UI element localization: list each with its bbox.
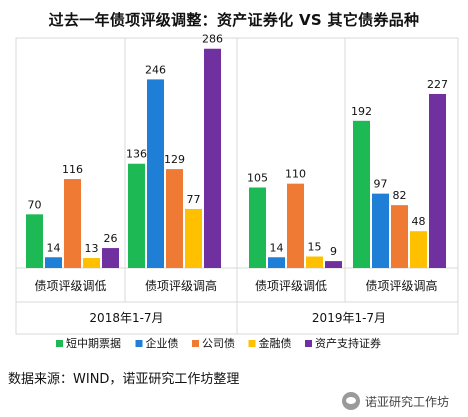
data-label: 15 (308, 241, 322, 254)
legend-label: 资产支持证券 (315, 336, 381, 350)
data-source-note: 数据来源：WIND，诺亚研究工作坊整理 (8, 372, 240, 387)
bar (353, 120, 370, 268)
period-label: 2018年1-7月 (89, 311, 163, 325)
legend-swatch (305, 340, 312, 347)
legend-label: 短中期票据 (66, 336, 121, 350)
data-label: 14 (47, 241, 61, 254)
legend-swatch (248, 340, 256, 347)
data-label: 286 (202, 33, 223, 46)
bar (147, 79, 164, 269)
bar (410, 231, 427, 268)
bar (83, 258, 100, 268)
bar (102, 248, 119, 268)
data-label: 110 (285, 168, 306, 181)
data-label: 129 (164, 153, 185, 166)
chart-title: 过去一年债项评级调整：资产证券化 VS 其它债券品种 (48, 11, 420, 29)
watermark-text: 诺亚研究工作坊 (365, 394, 450, 409)
category-label: 债项评级调高 (145, 278, 217, 293)
bar (249, 187, 266, 268)
data-label: 13 (85, 242, 99, 255)
bar (64, 179, 81, 268)
bar (306, 256, 323, 268)
bar (128, 163, 145, 268)
bar (429, 93, 446, 268)
bar (166, 169, 183, 268)
data-label: 227 (427, 78, 448, 91)
bar (287, 183, 304, 268)
data-label: 26 (104, 232, 118, 245)
bar-chart: 70 14 116 13 26 债项评级调低 136 246 129 77 286 债项评级调高 201… (15, 33, 459, 350)
legend-label: 金融债 (259, 336, 292, 350)
category-label: 债项评级调高 (365, 278, 437, 293)
legend-swatch (192, 340, 199, 347)
data-label: 136 (126, 148, 147, 161)
data-label: 105 (247, 172, 268, 185)
category-label: 债项评级调低 (34, 279, 106, 293)
data-label: 14 (270, 241, 284, 254)
legend-swatch (56, 340, 63, 347)
data-label: 246 (145, 63, 166, 76)
data-label: 82 (393, 189, 407, 202)
data-label: 116 (62, 163, 83, 176)
bar (185, 208, 202, 268)
data-label: 9 (330, 245, 337, 258)
watermark: 诺亚研究工作坊 (342, 392, 449, 410)
period-label: 2019年1-7月 (312, 311, 386, 325)
data-label: 97 (374, 178, 388, 191)
wechat-logo-icon (342, 392, 360, 410)
bar (204, 48, 221, 268)
bar (45, 257, 62, 268)
bar (268, 257, 285, 268)
bar (372, 193, 389, 268)
category-label: 债项评级调低 (255, 279, 327, 293)
data-label: 70 (28, 198, 42, 211)
bar (391, 205, 408, 268)
data-label: 192 (351, 105, 372, 118)
bar (325, 261, 342, 268)
legend-label: 企业债 (146, 336, 179, 350)
bar (26, 214, 43, 268)
legend-label: 公司债 (202, 336, 235, 350)
data-label: 77 (187, 193, 201, 206)
data-label: 48 (412, 215, 426, 228)
legend-swatch (135, 340, 143, 347)
